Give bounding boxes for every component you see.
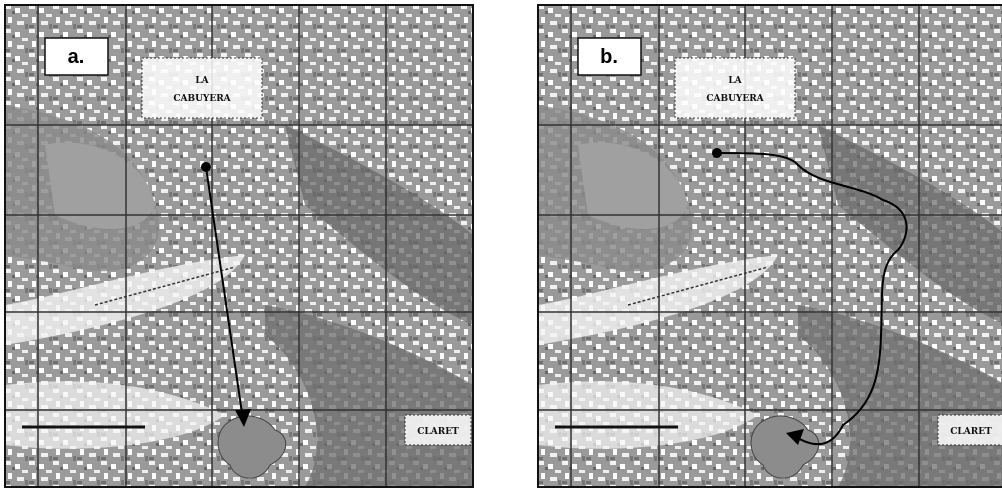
place-label: CABUYERA — [173, 94, 231, 104]
place-label: LA — [728, 76, 742, 86]
panel-label: a. — [68, 46, 85, 68]
page: a. LA CABUYERA CLARET b. LA CABUYERA CLA… — [0, 0, 1002, 491]
place-label: CLARET — [417, 427, 459, 437]
panel-a: a. LA CABUYERA CLARET — [5, 5, 473, 487]
place-label: CLARET — [950, 427, 992, 437]
figure: a. LA CABUYERA CLARET b. LA CABUYERA CLA… — [0, 0, 1002, 491]
place-label: LA — [195, 76, 209, 86]
map-background — [538, 5, 1002, 487]
panel-label: b. — [600, 46, 618, 68]
panel-b: b. LA CABUYERA CLARET — [538, 5, 1002, 487]
place-label: CABUYERA — [706, 94, 764, 104]
